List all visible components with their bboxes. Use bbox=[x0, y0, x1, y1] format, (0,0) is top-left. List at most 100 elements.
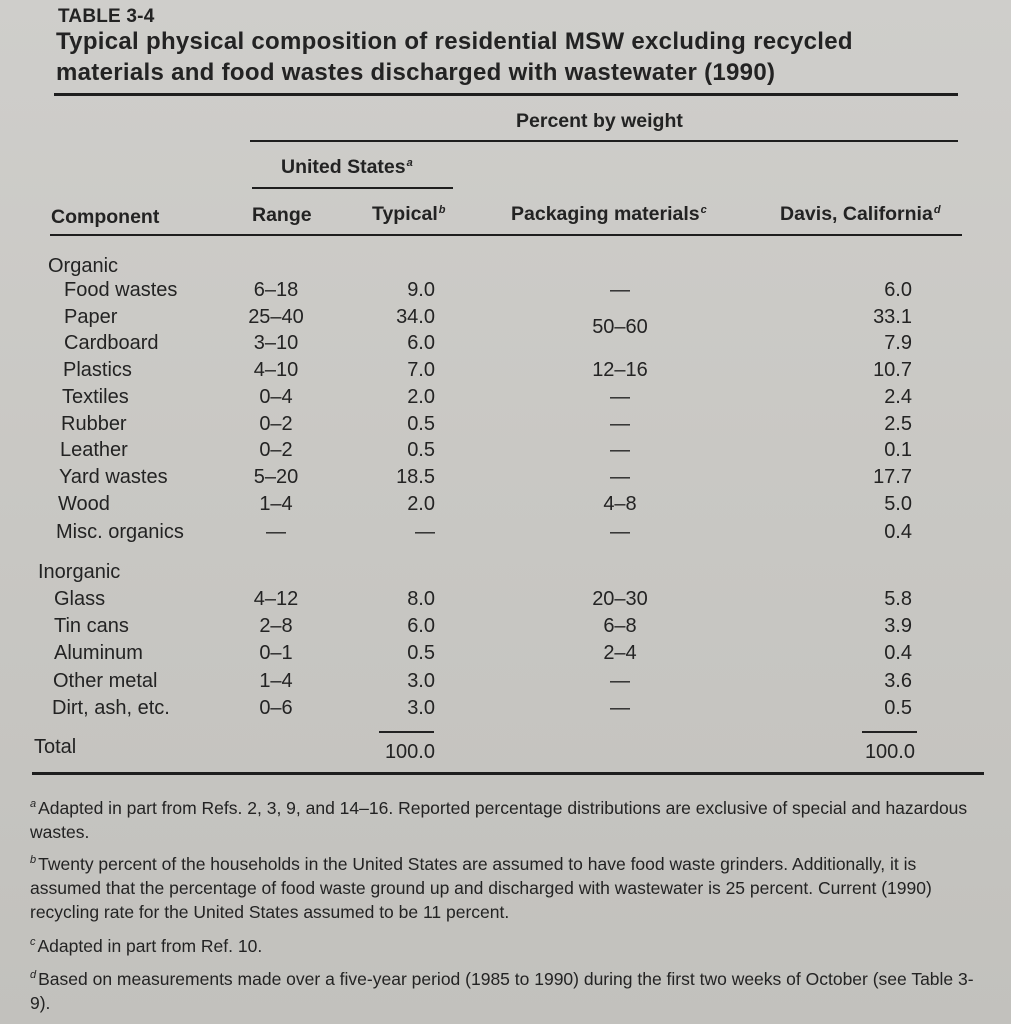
row-range: 0–2 bbox=[259, 439, 293, 461]
table-title-line-1: Typical physical composition of resident… bbox=[56, 28, 853, 55]
united-states-header: United Statesa bbox=[281, 156, 413, 178]
row-typical: 2.0 bbox=[407, 386, 435, 408]
row-davis: 2.4 bbox=[884, 386, 912, 408]
davis-footnote-ref: d bbox=[933, 203, 941, 216]
row-range: 0–2 bbox=[259, 413, 293, 435]
row-davis: 33.1 bbox=[873, 306, 912, 328]
row-packaging: — bbox=[610, 521, 630, 543]
row-component: Glass bbox=[54, 588, 106, 610]
row-davis: 10.7 bbox=[873, 359, 912, 381]
row-range: 0–4 bbox=[259, 386, 293, 408]
inorganic-group-label: Inorganic bbox=[38, 561, 121, 583]
row-davis: 0.4 bbox=[884, 642, 912, 664]
row-typical: 0.5 bbox=[407, 413, 435, 435]
row-packaging: 6–8 bbox=[603, 615, 637, 637]
row-component: Yard wastes bbox=[59, 466, 168, 488]
row-typical: 3.0 bbox=[407, 697, 435, 719]
row-davis: 17.7 bbox=[873, 466, 912, 488]
row-davis: 2.5 bbox=[884, 413, 912, 435]
row-component: Textiles bbox=[62, 386, 129, 408]
packaging-header: Packaging materialsc bbox=[511, 203, 707, 225]
row-range: 1–4 bbox=[259, 670, 293, 692]
table-bottom-rule bbox=[32, 772, 984, 775]
table-title-line-2: materials and food wastes discharged wit… bbox=[56, 59, 776, 86]
row-range: 1–4 bbox=[259, 493, 293, 515]
row-packaging: — bbox=[610, 413, 630, 435]
row-typical: 6.0 bbox=[407, 615, 435, 637]
row-davis: 3.9 bbox=[884, 615, 912, 637]
row-davis: 0.4 bbox=[884, 521, 912, 543]
row-component: Cardboard bbox=[64, 332, 159, 354]
row-davis: 3.6 bbox=[884, 670, 912, 692]
typical-footnote-ref: b bbox=[438, 203, 446, 216]
typical-sum-rule bbox=[379, 731, 434, 733]
row-range: 0–1 bbox=[259, 642, 293, 664]
davis-header: Davis, Californiad bbox=[780, 203, 941, 225]
row-typical: 2.0 bbox=[407, 493, 435, 515]
row-component: Plastics bbox=[63, 359, 132, 381]
row-davis: 7.9 bbox=[884, 332, 912, 354]
row-packaging: 2–4 bbox=[603, 642, 637, 664]
footnote-b: b Twenty percent of the households in the… bbox=[30, 853, 932, 922]
table-number: TABLE 3-4 bbox=[58, 6, 155, 27]
row-packaging: 12–16 bbox=[592, 359, 648, 381]
row-component: Rubber bbox=[61, 413, 127, 435]
total-label: Total bbox=[34, 736, 77, 758]
row-packaging: — bbox=[610, 466, 630, 488]
united-states-rule bbox=[252, 187, 453, 189]
row-davis: 5.0 bbox=[884, 493, 912, 515]
total-davis: 100.0 bbox=[864, 741, 915, 763]
row-component: Food wastes bbox=[64, 279, 178, 301]
total-typical: 100.0 bbox=[384, 741, 435, 763]
row-packaging: — bbox=[610, 670, 630, 692]
row-packaging: — bbox=[610, 279, 630, 301]
row-range: 5–20 bbox=[253, 466, 299, 488]
percent-by-weight-header: Percent by weight bbox=[516, 110, 683, 132]
row-typical: — bbox=[415, 521, 435, 543]
row-packaging: — bbox=[610, 386, 630, 408]
row-typical: 18.5 bbox=[396, 466, 435, 488]
range-header: Range bbox=[252, 204, 312, 226]
footnote-c: c Adapted in part from Ref. 10. bbox=[30, 935, 263, 956]
row-component: Misc. organics bbox=[56, 521, 184, 543]
row-packaging: — bbox=[610, 439, 630, 461]
row-typical: 34.0 bbox=[396, 306, 435, 328]
row-component: Tin cans bbox=[54, 615, 129, 637]
row-typical: 3.0 bbox=[407, 670, 435, 692]
row-davis: 0.5 bbox=[884, 697, 912, 719]
packaging-footnote-ref: c bbox=[700, 203, 707, 216]
row-component: Paper bbox=[64, 306, 118, 328]
footnote-d: d Based on measurements made over a five-… bbox=[30, 968, 974, 1013]
row-range: 4–10 bbox=[253, 359, 299, 381]
percent-header-rule bbox=[250, 140, 958, 142]
paper-cardboard-packaging-cell: 50–60 bbox=[592, 316, 648, 338]
title-rule bbox=[54, 93, 958, 96]
typical-header: Typicalb bbox=[372, 203, 446, 225]
united-states-footnote-ref: a bbox=[406, 156, 413, 169]
header-rule bbox=[50, 234, 962, 236]
row-range: 4–12 bbox=[253, 588, 299, 610]
row-component: Aluminum bbox=[54, 642, 143, 664]
row-davis: 0.1 bbox=[884, 439, 912, 461]
row-range: 25–40 bbox=[248, 306, 304, 328]
footnote-a: a Adapted in part from Refs. 2, 3, 9, and… bbox=[30, 797, 968, 842]
row-typical: 0.5 bbox=[407, 439, 435, 461]
row-typical: 0.5 bbox=[407, 642, 435, 664]
component-header: Component bbox=[51, 206, 160, 228]
row-typical: 7.0 bbox=[407, 359, 435, 381]
row-typical: 8.0 bbox=[407, 588, 435, 610]
davis-sum-rule bbox=[862, 731, 917, 733]
row-typical: 6.0 bbox=[407, 332, 435, 354]
row-component: Other metal bbox=[53, 670, 158, 692]
row-range: 2–8 bbox=[259, 615, 293, 637]
row-component: Dirt, ash, etc. bbox=[52, 697, 170, 719]
row-range: 3–10 bbox=[253, 332, 299, 354]
row-component: Leather bbox=[60, 439, 128, 461]
row-component: Wood bbox=[58, 493, 110, 515]
row-davis: 5.8 bbox=[884, 588, 912, 610]
organic-group-label: Organic bbox=[48, 255, 119, 277]
row-packaging: 20–30 bbox=[592, 588, 648, 610]
row-packaging: 4–8 bbox=[603, 493, 637, 515]
row-range: — bbox=[266, 521, 286, 543]
